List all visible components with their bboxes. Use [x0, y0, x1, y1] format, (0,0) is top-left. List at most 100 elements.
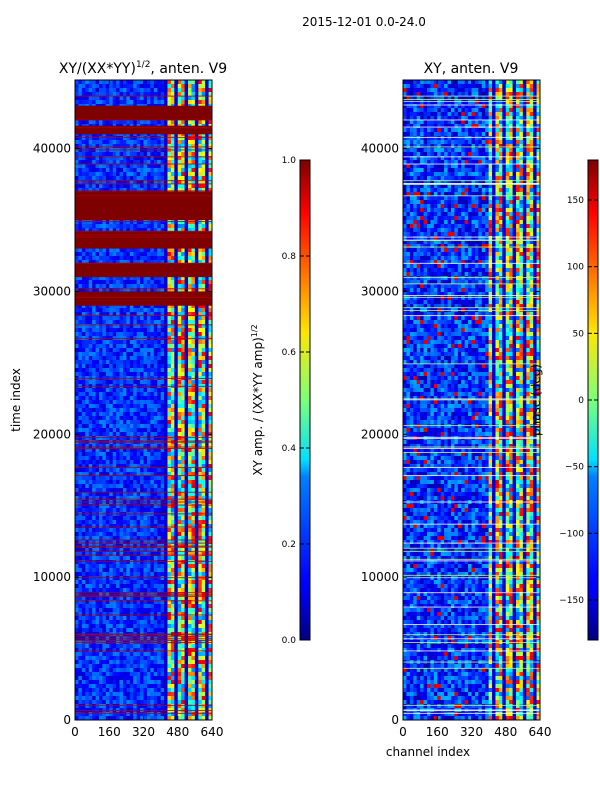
heatmap-cell [174, 412, 179, 417]
heatmap-cell [188, 460, 192, 465]
heatmap-cell [98, 520, 103, 525]
heatmap-cell [95, 248, 100, 253]
heatmap-cell [150, 152, 155, 157]
heatmap-cell [129, 568, 134, 573]
heatmap-cell [194, 388, 199, 393]
heatmap-cell [140, 120, 144, 125]
heatmap-cell [112, 536, 117, 541]
heatmap-cell [146, 552, 151, 557]
heatmap-cell [133, 372, 138, 377]
heatmap-cell [78, 488, 83, 493]
heatmap-cell [167, 168, 172, 173]
heatmap-cell [88, 340, 93, 345]
heatmap-cell [119, 472, 124, 477]
heatmap-cell [112, 172, 117, 177]
heatmap-cell [191, 560, 196, 565]
heatmap-cell [153, 464, 158, 469]
heatmap-cell [129, 328, 134, 333]
heatmap-cell [95, 100, 100, 105]
heatmap-cell [191, 280, 196, 285]
heatmap-cell [126, 568, 131, 573]
heatmap-cell [116, 320, 120, 325]
heatmap-cell [143, 364, 148, 369]
heatmap-cell [78, 556, 83, 561]
heatmap-cell [188, 492, 192, 497]
heatmap-cell [157, 520, 162, 525]
left-heatmap [75, 80, 212, 720]
heatmap-cell [201, 92, 206, 97]
heatmap-cell [188, 316, 192, 321]
heatmap-cell [184, 372, 189, 377]
heatmap-cell [78, 388, 83, 393]
heatmap-cell [75, 156, 79, 161]
heatmap-cell [78, 468, 83, 473]
heatmap-cell [102, 340, 107, 345]
heatmap-cell [112, 388, 117, 393]
heatmap-cell [153, 180, 158, 185]
heatmap-cell [170, 380, 175, 385]
heatmap-cell [119, 564, 124, 569]
heatmap-cell [85, 572, 90, 577]
heatmap-cell [126, 164, 131, 169]
heatmap-cell [153, 96, 158, 101]
heatmap-cell [126, 308, 131, 313]
heatmap-cell [143, 520, 148, 525]
heatmap-cell [198, 416, 203, 421]
heatmap-cell [126, 416, 131, 421]
heatmap-cell [78, 572, 83, 577]
heatmap-cell [188, 520, 192, 525]
heatmap-cell [116, 564, 120, 569]
heatmap-cell [88, 260, 93, 265]
heatmap-cell [109, 348, 114, 353]
heatmap-cell [191, 488, 196, 493]
heatmap-cell [98, 372, 103, 377]
heatmap-cell [136, 464, 141, 469]
heatmap-cell [92, 424, 96, 429]
heatmap-cell [92, 432, 96, 437]
heatmap-cell [177, 576, 182, 581]
heatmap-cell [167, 96, 172, 101]
heatmap-cell [126, 400, 131, 405]
heatmap-cell [102, 304, 107, 309]
heatmap-cell [157, 320, 162, 325]
heatmap-cell [92, 552, 96, 557]
heatmap-cell [198, 504, 203, 509]
heatmap-cell [188, 248, 192, 253]
heatmap-cell [102, 456, 107, 461]
heatmap-cell [167, 324, 172, 329]
heatmap-cell [98, 408, 103, 413]
heatmap-cell [105, 424, 110, 429]
heatmap-cell [191, 444, 196, 449]
heatmap-cell [170, 472, 175, 477]
heatmap-cell [146, 252, 151, 257]
heatmap-cell [98, 552, 103, 557]
heatmap-cell [140, 424, 144, 429]
heatmap-cell [122, 560, 127, 565]
heatmap-cell [170, 156, 175, 161]
heatmap-cell [170, 340, 175, 345]
heatmap-cell [98, 428, 103, 433]
heatmap-cell [102, 520, 107, 525]
heatmap-cell [105, 448, 110, 453]
heatmap-cell [208, 556, 212, 561]
heatmap-cell [105, 324, 110, 329]
heatmap-cell [105, 552, 110, 557]
heatmap-cell [102, 412, 107, 417]
heatmap-cell [181, 84, 185, 89]
heatmap-cell [201, 532, 206, 537]
heatmap-cell [208, 288, 212, 293]
heatmap-cell [194, 188, 199, 193]
heatmap-cell [105, 168, 110, 173]
heatmap-cell [133, 256, 138, 261]
heatmap-cell [119, 328, 124, 333]
heatmap-cell [95, 444, 100, 449]
heatmap-cell [112, 576, 117, 581]
heatmap-cell [88, 548, 93, 553]
heatmap-cell [105, 564, 110, 569]
heatmap-cell [170, 228, 175, 233]
heatmap-cell [181, 316, 185, 321]
heatmap-cell [167, 444, 172, 449]
heatmap-cell [153, 352, 158, 357]
heatmap-cell [150, 460, 155, 465]
heatmap-cell [102, 392, 107, 397]
